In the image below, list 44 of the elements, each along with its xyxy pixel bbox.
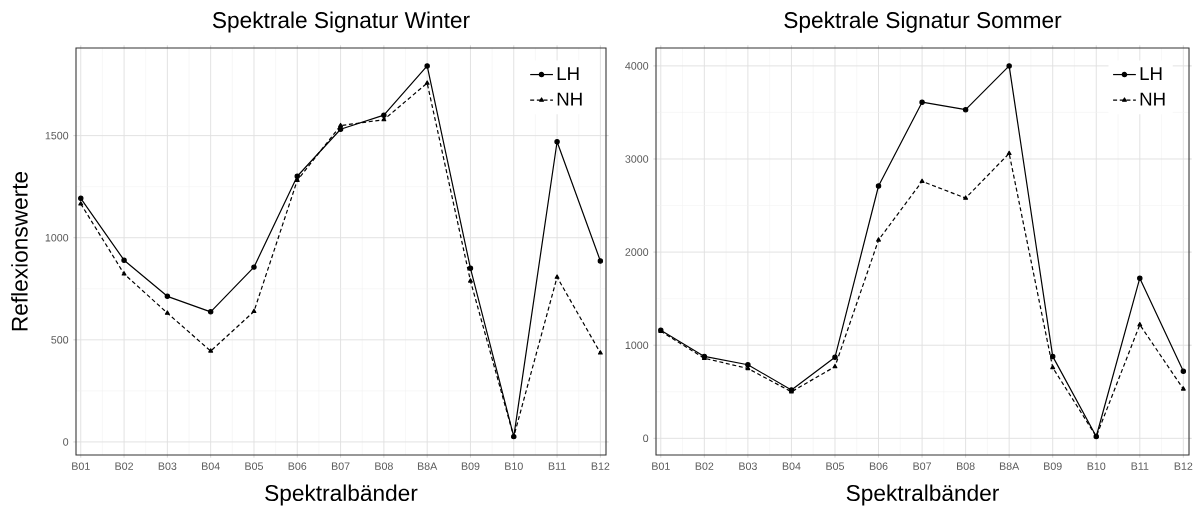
y-axis-title: Reflexionswerte [11,171,28,331]
y-tick-label: 4000 [625,62,649,70]
x-tick-label: B04 [782,462,801,470]
x-tick-label: B01 [652,462,670,470]
x-tick-label: B05 [245,462,263,470]
y-tick-label: 3000 [625,155,649,163]
x-tick-label: B02 [115,462,134,470]
x-tick-label: B09 [1044,462,1062,470]
x-tick-label: B05 [826,462,845,470]
legend-label: LH [1140,67,1162,80]
x-axis-title: Spektralbänder [265,484,418,506]
x-tick-label: B11 [548,462,566,470]
x-tick-label: B02 [695,462,714,470]
x-axis-title: Spektralbänder [846,484,999,506]
x-tick-label: B03 [739,462,757,470]
x-tick-label: B08 [375,462,393,470]
x-tick-label: B08 [957,462,975,470]
chart-title: Spektrale Signatur Winter [212,11,470,33]
x-tick-label: B10 [505,462,523,470]
x-tick-label: B06 [288,462,307,470]
x-tick-label: B09 [461,462,480,470]
legend-label: LH [557,67,579,80]
y-tick-label: 500 [51,336,69,344]
y-tick-label: 2000 [625,248,649,256]
x-tick-label: B8A [417,462,438,470]
x-tick-label: B10 [1087,462,1106,470]
y-tick-label: 0 [63,438,69,446]
x-tick-label: B07 [331,462,350,470]
y-tick-label: 1500 [45,131,69,140]
x-tick-label: B11 [1131,462,1149,470]
x-tick-label: B12 [1174,462,1193,470]
x-tick-label: B01 [72,462,90,470]
y-tick-label: 1000 [45,233,69,242]
chart-title: Spektrale Signatur Sommer [784,11,1062,33]
x-tick-label: B8A [999,462,1020,470]
legend-label: NH [1140,92,1165,106]
legend-label: NH [557,92,582,106]
y-tick-label: 0 [643,434,649,443]
x-tick-label: B07 [913,462,932,470]
x-tick-label: B03 [158,462,177,470]
x-tick-label: B06 [869,462,888,470]
x-tick-label: B04 [202,462,220,470]
x-tick-label: B12 [591,462,610,470]
y-tick-label: 1000 [625,341,649,349]
